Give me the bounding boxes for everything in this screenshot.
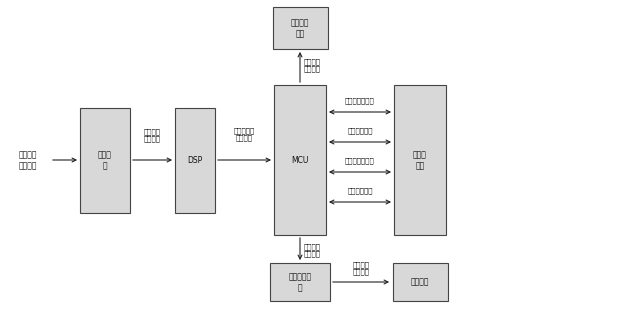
- Text: 采样电
路: 采样电 路: [98, 150, 112, 170]
- Text: 上位系统: 上位系统: [411, 277, 429, 287]
- Text: 合格时间累加: 合格时间累加: [347, 128, 373, 134]
- Text: 远程通信模
块: 远程通信模 块: [288, 272, 311, 292]
- Bar: [394, 85, 446, 235]
- Text: DSP: DSP: [187, 155, 203, 164]
- Text: 交流电压
数字信号: 交流电压 数字信号: [144, 128, 161, 142]
- Text: 供电两率
统计数据: 供电两率 统计数据: [304, 243, 320, 257]
- Bar: [272, 7, 327, 49]
- Text: 失压时间累加: 失压时间累加: [347, 188, 373, 194]
- Text: 交流电压
模拟信号: 交流电压 模拟信号: [19, 150, 37, 170]
- Text: 供电两率
统计数据: 供电两率 统计数据: [352, 261, 370, 275]
- Bar: [274, 85, 326, 235]
- Text: 超下限时间累加: 超下限时间累加: [345, 158, 375, 164]
- Text: 本地显示
设备: 本地显示 设备: [291, 18, 309, 38]
- Text: 供电两率
统计数据: 供电两率 统计数据: [304, 58, 320, 72]
- Text: MCU: MCU: [291, 155, 309, 164]
- Text: 交流电压有
效值数据: 交流电压有 效值数据: [234, 127, 255, 141]
- Bar: [80, 108, 130, 213]
- Bar: [392, 263, 447, 301]
- Bar: [175, 108, 215, 213]
- Text: 超上限时间累加: 超上限时间累加: [345, 98, 375, 104]
- Bar: [270, 263, 330, 301]
- Text: 数据存
储器: 数据存 储器: [413, 150, 427, 170]
